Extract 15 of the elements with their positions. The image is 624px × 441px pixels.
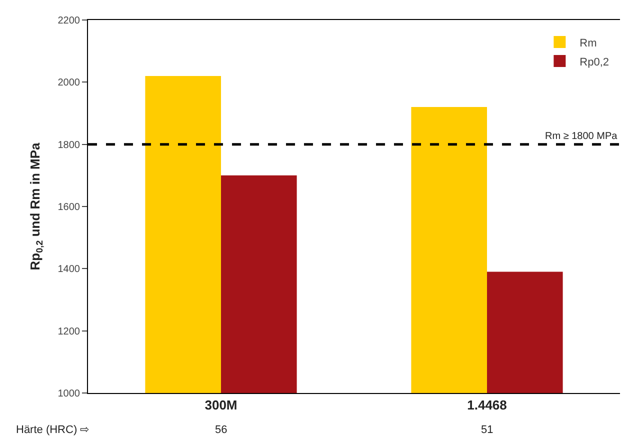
x-tick-label: 1.4468 <box>467 398 507 413</box>
legend-label: Rm <box>580 37 597 50</box>
text: Härte (HRC) ⇨ <box>16 424 90 436</box>
y-tick-label: 2200 <box>58 16 80 26</box>
x-tick-label: 300M <box>204 398 238 413</box>
ref-line-label: Rm ≥ 1800 MPa <box>545 131 618 142</box>
y-tick-label: 1600 <box>58 202 80 213</box>
y-tick-label: 1200 <box>58 326 80 338</box>
legend-label: Rp0,2 <box>580 56 610 68</box>
text: 56 <box>215 424 228 436</box>
y-tick-label: 2000 <box>58 78 80 89</box>
text: 51 <box>481 424 494 436</box>
y-tick-label: 1000 <box>58 388 80 400</box>
y-tick-label: 1800 <box>58 140 80 151</box>
y-tick-label: 1400 <box>58 264 80 276</box>
